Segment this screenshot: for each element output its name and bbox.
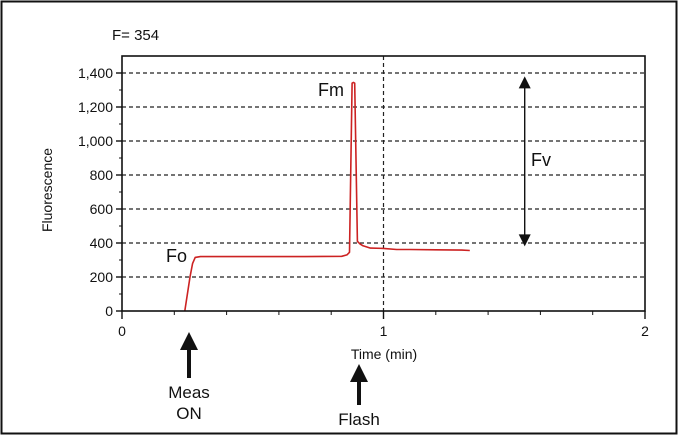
flash-arrow-head xyxy=(350,364,368,382)
y-tick-label: 1,200 xyxy=(78,99,113,115)
x-axis: 0 1 2 xyxy=(118,311,649,339)
y-tick-label: 1,000 xyxy=(78,133,113,149)
annotation-flash: Flash xyxy=(338,410,380,429)
y-tick-label: 200 xyxy=(90,269,114,285)
y-tick-label: 800 xyxy=(90,167,114,183)
fv-arrow-head-up xyxy=(518,76,531,89)
series-line-group xyxy=(184,81,470,312)
meas-arrow-head xyxy=(180,332,198,350)
series-line xyxy=(184,81,470,312)
x-tick-label: 1 xyxy=(380,323,388,339)
annotations: Fo Fm Fv Meas ON Flash xyxy=(166,76,551,429)
fv-arrow-head-down xyxy=(518,234,531,247)
y-tick-label: 0 xyxy=(105,303,113,319)
annotation-fo: Fo xyxy=(166,246,187,266)
annotation-meas: Meas xyxy=(168,383,210,402)
x-tick-label: 2 xyxy=(641,323,649,339)
annotation-fv: Fv xyxy=(531,150,551,170)
annotation-fm: Fm xyxy=(318,80,344,100)
y-axis-label: Fluorescence xyxy=(39,148,55,232)
y-tick-label: 400 xyxy=(90,235,114,251)
y-axis: 0 200 400 600 800 1,000 1,200 1,400 xyxy=(78,65,122,319)
y-tick-label: 1,400 xyxy=(78,65,113,81)
f-readout: F= 354 xyxy=(112,27,159,44)
annotation-on: ON xyxy=(176,404,202,423)
grid-lines xyxy=(122,56,645,311)
x-tick-label: 0 xyxy=(118,323,126,339)
x-axis-label: Time (min) xyxy=(351,346,417,362)
y-tick-label: 600 xyxy=(90,201,114,217)
